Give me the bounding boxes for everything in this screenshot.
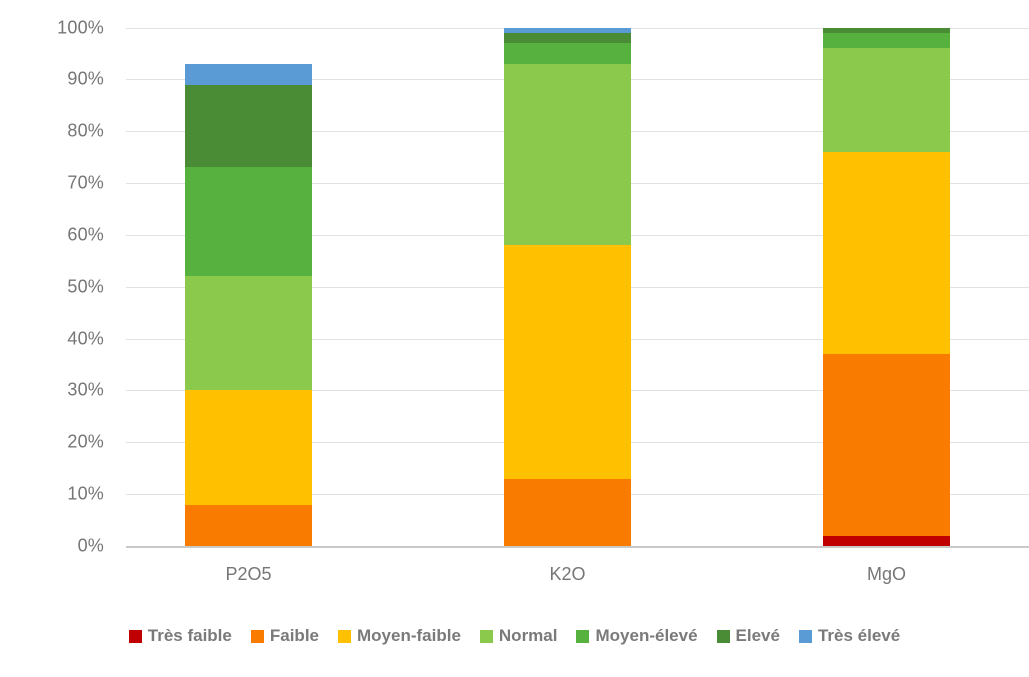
x-axis-line — [126, 546, 1029, 548]
bar-segment — [823, 27, 950, 33]
bar-segment — [185, 63, 312, 85]
y-tick-label: 20% — [67, 431, 104, 452]
legend-label: Normal — [498, 626, 558, 645]
y-tick-label: 90% — [67, 68, 104, 89]
plot-area: 0% 10% 20% 30% 40% 50% 60% 70% 80% 90% 100% P2O5 K2O… — [57, 17, 1029, 584]
legend-label: Elevé — [735, 626, 780, 645]
y-tick-label: 30% — [67, 379, 104, 400]
legend-swatch — [250, 629, 264, 643]
legend-item: Très faible — [128, 626, 232, 646]
legend-swatch — [716, 629, 730, 643]
y-tick-label: 0% — [77, 535, 104, 556]
bar-segment — [823, 32, 950, 49]
legend-swatch — [479, 629, 493, 643]
bar-segment — [504, 478, 631, 546]
bar-segment — [504, 43, 631, 64]
bar-segment — [823, 151, 950, 355]
bar-segment — [823, 354, 950, 536]
category-label: P2O5 — [225, 564, 272, 584]
y-tick-label: 10% — [67, 483, 104, 504]
category-label: MgO — [866, 564, 906, 584]
legend-swatch — [128, 629, 142, 643]
legend-label: Très faible — [147, 626, 232, 645]
legend-item: Elevé — [716, 626, 780, 646]
category-label: K2O — [549, 564, 586, 584]
bar-segment — [823, 535, 950, 546]
legend-item: Faible — [250, 626, 319, 646]
legend-item: Très élevé — [798, 626, 901, 646]
bar-segment — [504, 27, 631, 33]
legend-item: Moyen-faible — [338, 626, 461, 646]
y-tick-label: 100% — [57, 17, 104, 37]
bar-segment — [504, 245, 631, 479]
legend-swatch — [338, 629, 351, 643]
bar-segment — [185, 504, 312, 546]
legend-label: Moyen-élevé — [595, 626, 698, 645]
bar-segment — [504, 32, 631, 44]
legend-swatch — [798, 629, 812, 643]
y-tick-label: 50% — [67, 276, 104, 297]
bar-segment — [823, 48, 950, 152]
bar-segment — [185, 276, 312, 391]
legend-item: Moyen-élevé — [576, 626, 698, 646]
y-tick-label: 40% — [67, 328, 104, 349]
bar-segment — [185, 390, 312, 505]
legend-label: Moyen-faible — [357, 626, 461, 645]
y-tick-label: 80% — [67, 120, 104, 141]
bar-segment — [504, 63, 631, 246]
legend-item: Normal — [479, 626, 558, 646]
bar-segment — [185, 84, 312, 168]
legend: Très faible Faible Moyen-faible Normal Moyen… — [0, 626, 1029, 646]
bar-segment — [185, 167, 312, 277]
legend-swatch — [576, 629, 590, 643]
y-tick-label: 60% — [67, 224, 104, 245]
legend-label: Faible — [269, 626, 319, 645]
y-tick-label: 70% — [67, 172, 104, 193]
legend-label: Très élevé — [817, 626, 901, 645]
